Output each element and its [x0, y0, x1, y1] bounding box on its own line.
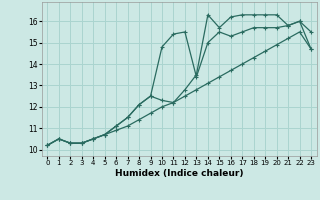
X-axis label: Humidex (Indice chaleur): Humidex (Indice chaleur) [115, 169, 244, 178]
